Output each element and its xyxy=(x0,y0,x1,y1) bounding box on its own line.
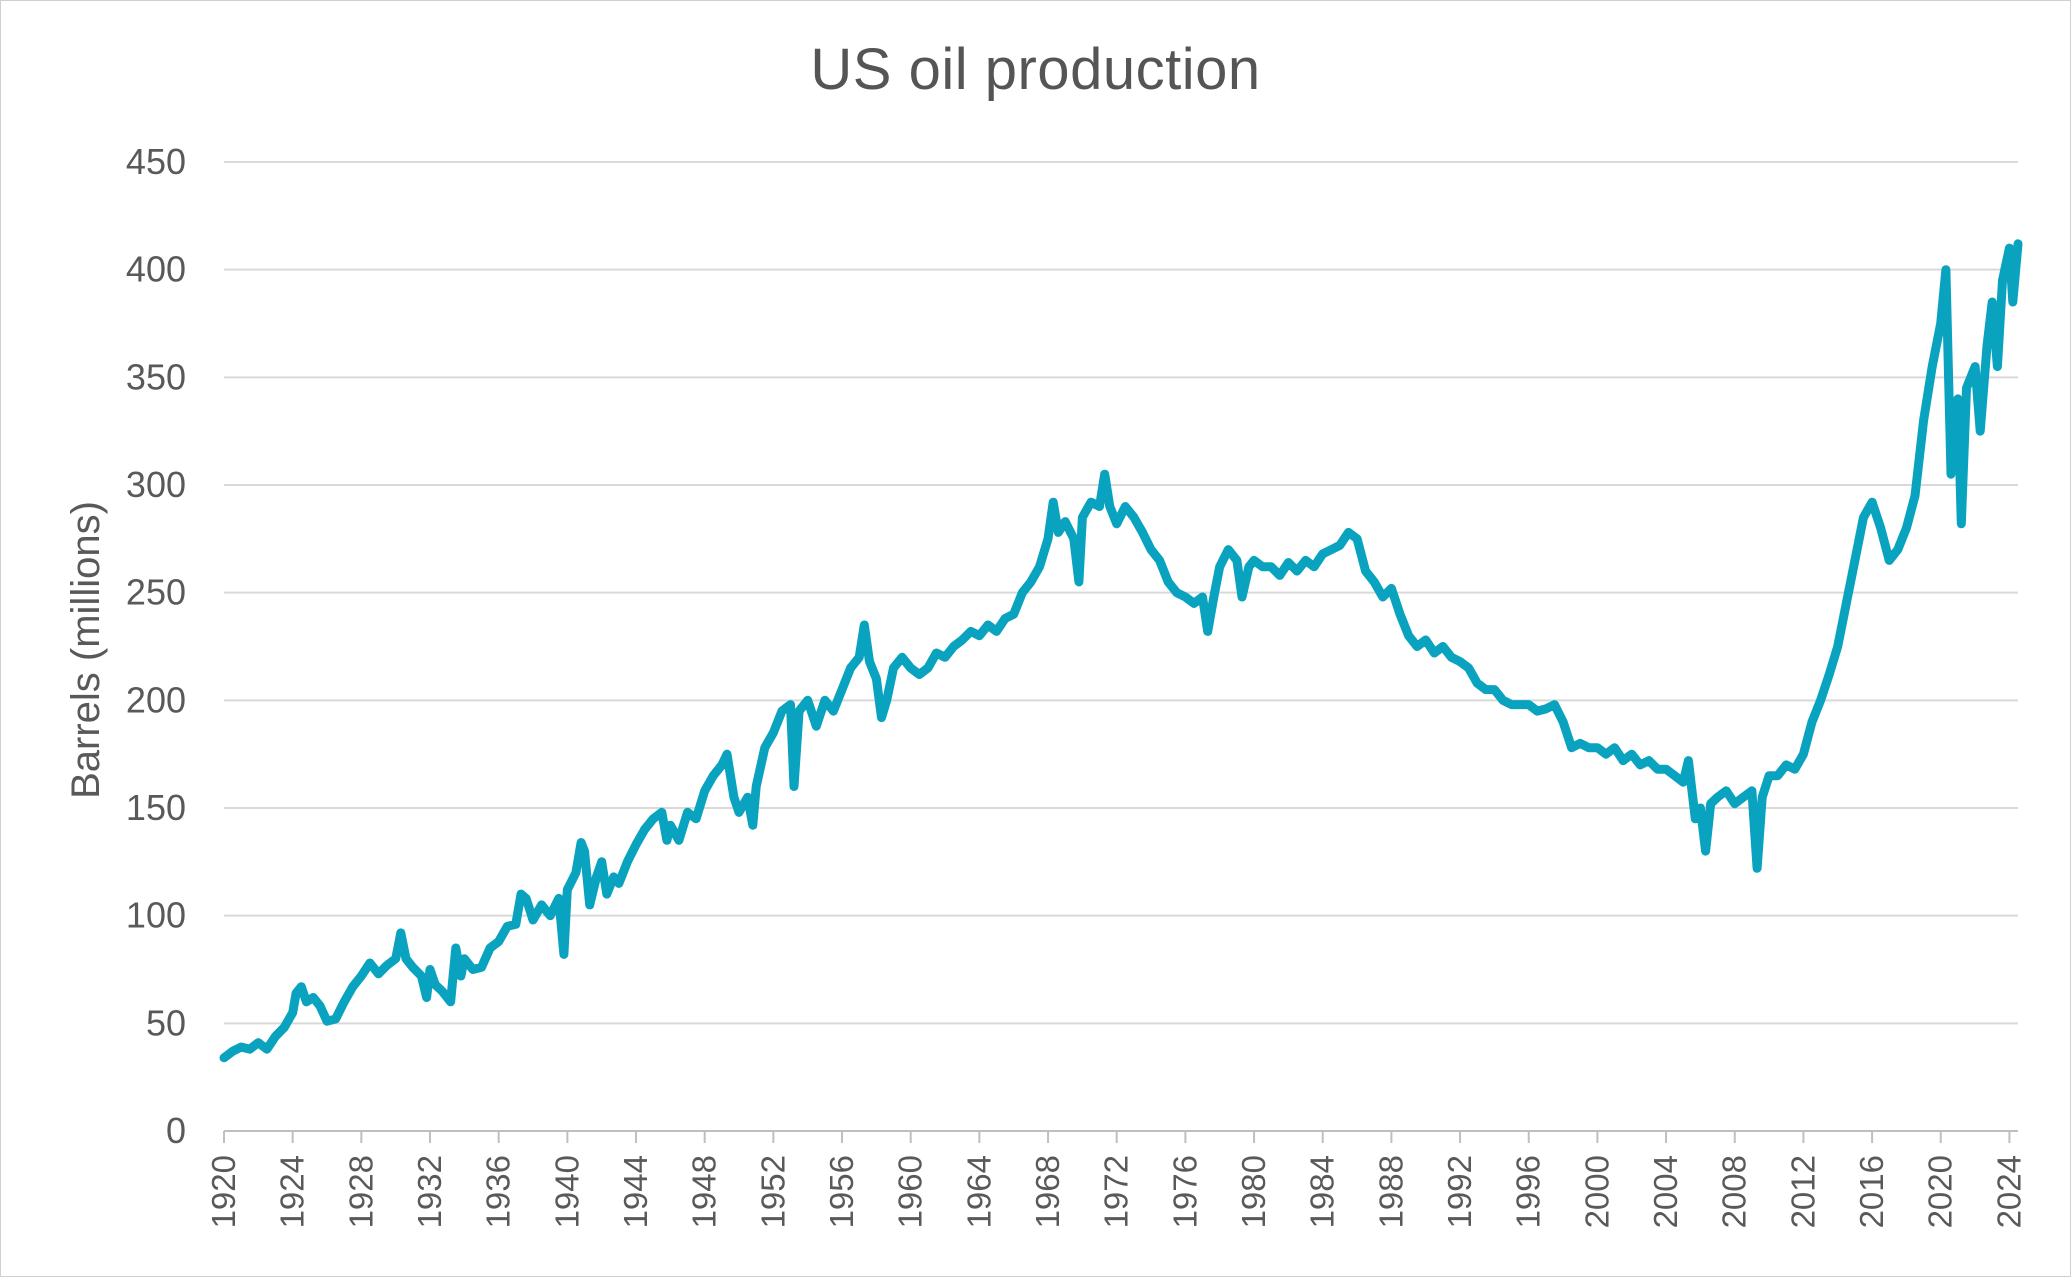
y-tick-label: 300 xyxy=(126,464,186,505)
x-tick-label: 1920 xyxy=(205,1155,242,1228)
x-tick-label: 1928 xyxy=(342,1155,379,1228)
y-tick-label: 200 xyxy=(126,679,186,720)
x-tick-label: 2020 xyxy=(1922,1155,1959,1228)
y-tick-label: 150 xyxy=(126,787,186,828)
x-tick-label: 1944 xyxy=(617,1155,654,1228)
y-tick-label: 250 xyxy=(126,572,186,613)
y-tick-label: 100 xyxy=(126,895,186,936)
x-tick-label: 1964 xyxy=(960,1155,997,1228)
x-tick-label: 1956 xyxy=(823,1155,860,1228)
x-tick-label: 2016 xyxy=(1853,1155,1890,1228)
x-tick-label: 1992 xyxy=(1441,1155,1478,1228)
y-tick-label: 450 xyxy=(126,141,186,182)
x-tick-label: 1988 xyxy=(1372,1155,1409,1228)
x-tick-label: 1972 xyxy=(1098,1155,1135,1228)
y-axis-tick-labels: 0 50 100 150 200 250 300 350 400 450 xyxy=(126,141,186,1151)
x-tick-label: 1980 xyxy=(1235,1155,1272,1228)
x-tick-label: 1960 xyxy=(892,1155,929,1228)
x-tick-label: 2008 xyxy=(1716,1155,1753,1228)
x-tick-label: 1976 xyxy=(1166,1155,1203,1228)
gridlines xyxy=(224,161,2018,1025)
x-tick-label: 2000 xyxy=(1578,1155,1615,1228)
y-tick-label: 400 xyxy=(126,249,186,290)
x-tick-label: 1924 xyxy=(274,1155,311,1228)
series-layer xyxy=(219,239,2023,1063)
chart-title: US oil production xyxy=(810,37,1261,102)
x-tick-label: 1996 xyxy=(1510,1155,1547,1228)
x-tick-label: 2012 xyxy=(1784,1155,1821,1228)
y-tick-label: 350 xyxy=(126,356,186,397)
x-tick-label: 1932 xyxy=(411,1155,448,1228)
x-axis: 1920 1924 1928 1932 1936 1940 1944 1948 1952 1956… xyxy=(205,1130,2027,1228)
x-tick-label: 1968 xyxy=(1029,1155,1066,1228)
x-tick-label: 1948 xyxy=(686,1155,723,1228)
x-tick-label: 1936 xyxy=(480,1155,517,1228)
x-tick-label: 1940 xyxy=(548,1155,585,1228)
x-tick-label: 1984 xyxy=(1304,1155,1341,1228)
x-tick-label: 1952 xyxy=(754,1155,791,1228)
y-tick-label: 50 xyxy=(146,1002,186,1043)
series-line-0 xyxy=(219,239,2023,1063)
x-tick-label: 2024 xyxy=(1990,1155,2027,1228)
y-tick-label: 0 xyxy=(166,1110,186,1151)
y-axis-title: Barrels (millions) xyxy=(64,501,108,799)
x-tick-label: 2004 xyxy=(1647,1155,1684,1228)
